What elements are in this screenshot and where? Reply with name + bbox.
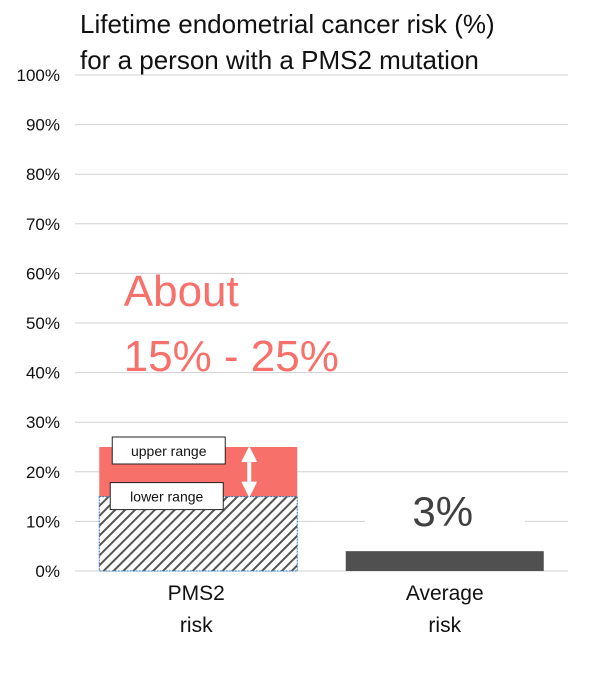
average-value-label: 3%	[412, 488, 473, 535]
category-label: PMS2	[168, 582, 225, 605]
y-tick-label: 30%	[26, 413, 60, 432]
chart-title: Lifetime endometrial cancer risk (%) for…	[80, 6, 580, 78]
y-tick-label: 100%	[17, 66, 60, 85]
y-tick-label: 60%	[26, 264, 60, 283]
upper-range-label-box	[111, 436, 226, 465]
category-label: risk	[180, 614, 213, 637]
lower-range-label: lower range	[130, 489, 203, 505]
chart-title-line2: for a person with a PMS2 mutation	[80, 45, 479, 75]
y-tick-label: 10%	[26, 512, 60, 531]
y-tick-label: 80%	[26, 165, 60, 184]
y-tick-label: 0%	[35, 562, 60, 581]
chart-title-line1: Lifetime endometrial cancer risk (%)	[80, 9, 495, 39]
average-value-label-bg	[364, 478, 525, 540]
bar-average	[345, 551, 544, 571]
about-text-line1: About	[124, 267, 239, 316]
y-tick-label: 50%	[26, 314, 60, 333]
category-label: Average	[406, 582, 484, 605]
y-tick-label: 40%	[26, 364, 60, 383]
y-tick-label: 70%	[26, 215, 60, 234]
y-tick-label: 20%	[26, 463, 60, 482]
lower-range-label-box	[109, 482, 224, 511]
about-text-line2: 15% - 25%	[124, 332, 339, 381]
y-tick-label: 90%	[26, 116, 60, 135]
category-label: risk	[428, 614, 461, 637]
upper-range-label: upper range	[131, 443, 207, 459]
